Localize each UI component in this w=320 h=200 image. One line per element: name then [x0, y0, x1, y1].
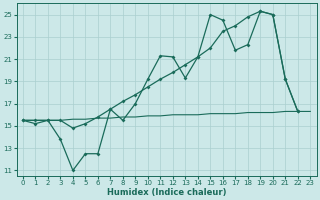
X-axis label: Humidex (Indice chaleur): Humidex (Indice chaleur): [107, 188, 226, 197]
